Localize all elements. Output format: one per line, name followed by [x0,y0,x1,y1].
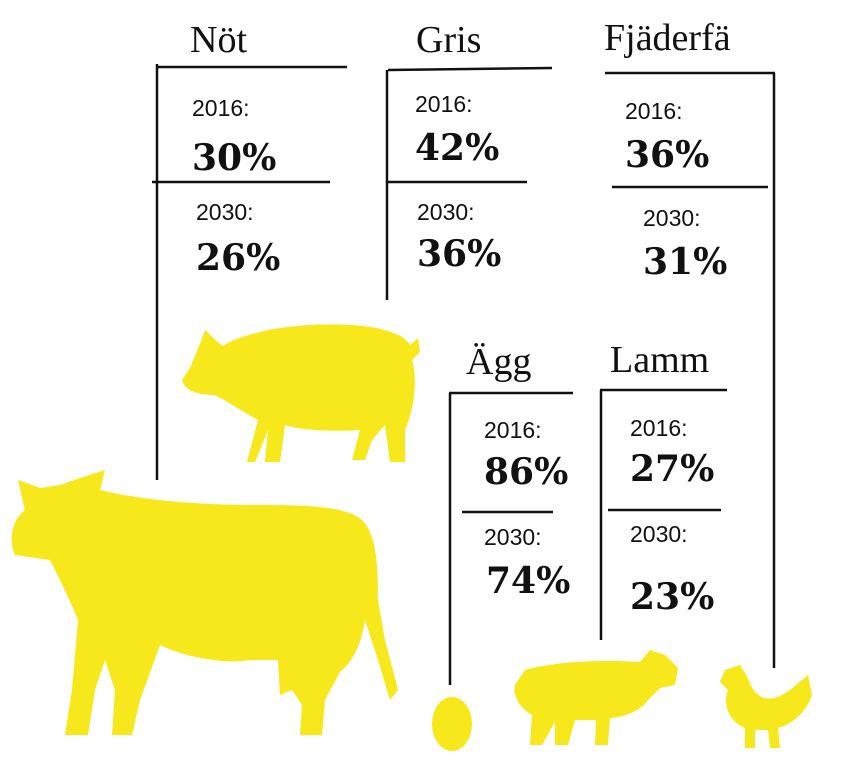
cow-silhouette [11,470,398,735]
share-value: 27% [630,448,714,490]
share-value: 26% [196,237,280,279]
pig-silhouette [182,324,420,462]
share-value: 74% [486,560,570,602]
year-label: 2016: [192,95,250,121]
share-value: 30% [192,137,276,179]
lamb-silhouette [514,650,678,745]
year-label: 2016: [625,98,683,124]
group-title: Fjäderfä [604,17,731,59]
group-title: Gris [416,19,481,61]
group-title: Nöt [190,19,247,61]
animals [11,324,812,751]
share-value: 36% [417,233,501,275]
group-title: Lamm [610,339,709,381]
year-label: 2016: [415,91,473,117]
egg-silhouette [432,697,472,751]
year-label: 2016: [484,417,542,443]
year-label: 2030: [484,524,542,550]
share-value: 23% [630,576,714,618]
year-label: 2030: [630,521,688,547]
chicken-silhouette [720,665,812,748]
year-label: 2030: [417,199,475,225]
year-label: 2030: [643,205,701,231]
share-value: 31% [643,241,727,283]
group-title: Ägg [466,341,531,383]
share-value: 42% [415,127,499,169]
share-value: 86% [484,451,568,493]
frames [152,64,776,685]
year-label: 2016: [630,415,688,441]
year-label: 2030: [196,199,254,225]
share-value: 36% [625,134,709,176]
